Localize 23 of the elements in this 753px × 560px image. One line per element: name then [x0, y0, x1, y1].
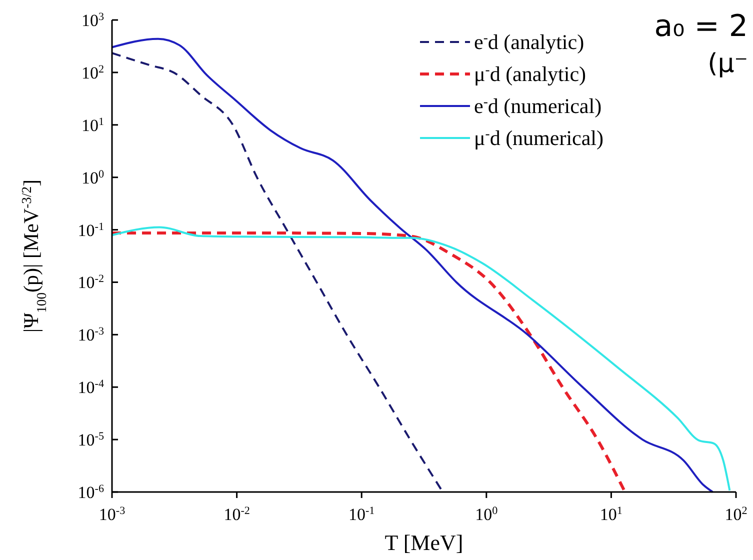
y-tick-label: 10$^{-5}$ [78, 430, 104, 450]
legend-label: μ$^{-}$d (analytic) [474, 62, 586, 86]
y-tick-label: 10$^{3}$ [81, 11, 104, 30]
legend-label: μ$^{-}$d (numerical) [474, 126, 604, 150]
legend-label: e$^{-}$d (numerical) [474, 94, 602, 118]
x-tick-label: 10$^{-3}$ [98, 505, 126, 524]
y-tick-label: 10$^{0}$ [81, 168, 104, 188]
x-axis-title: T [MeV] [384, 530, 464, 555]
y-tick-label: 10$^{2}$ [81, 63, 104, 82]
legend-label: e$^{-}$d (analytic) [474, 30, 584, 54]
x-tick-label: 10$^{0}$ [475, 505, 498, 524]
annotation: a₀ = 2 [654, 9, 748, 44]
x-tick-label: 10$^{-1}$ [348, 505, 375, 524]
y-tick-label: 10$^{-4}$ [78, 378, 104, 398]
y-tick-label: 10$^{1}$ [81, 116, 104, 135]
annotation: (μ⁻ [708, 49, 748, 79]
y-tick-label: 10$^{-3}$ [78, 326, 104, 345]
x-tick-label: 10$^{-2}$ [224, 505, 250, 524]
x-tick-label: 10$^{1}$ [600, 505, 622, 524]
y-tick-label: 10$^{-6}$ [78, 483, 104, 502]
y-tick-label: 10$^{-2}$ [78, 273, 104, 292]
y-tick-label: 10$^{-1}$ [78, 220, 104, 240]
x-tick-label: 10$^{2}$ [724, 505, 748, 524]
